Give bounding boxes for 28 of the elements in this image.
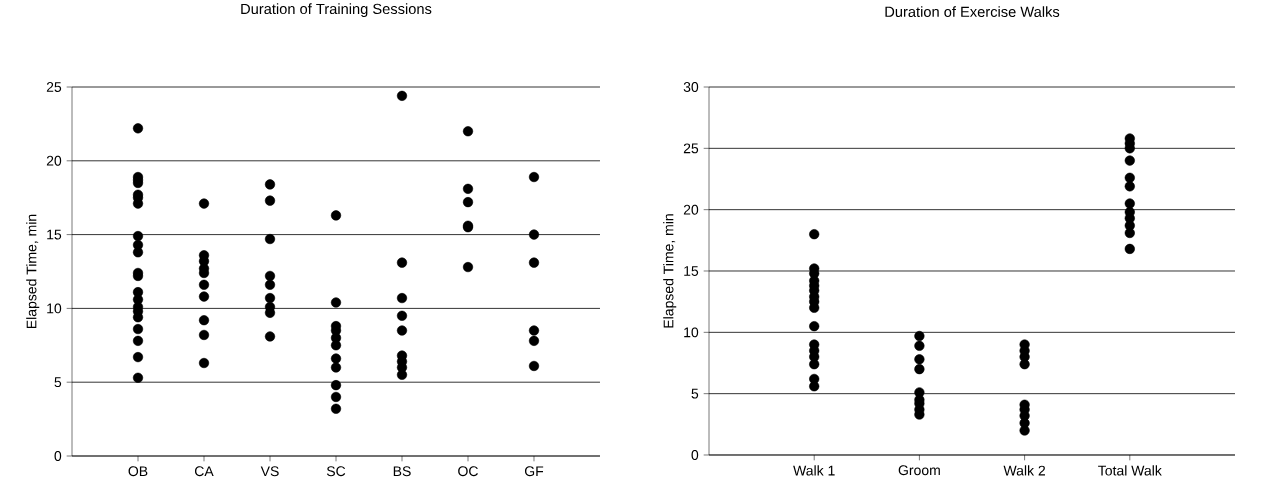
y-tick-label: 0 [691, 450, 699, 460]
y-tick-label: 5 [54, 377, 62, 388]
y-tick-label: 30 [683, 82, 699, 92]
y-axis-title: Elapsed Time, min [26, 214, 40, 329]
y-axis-title: Elapsed Time, min [663, 214, 677, 328]
y-tick-label: 0 [54, 451, 62, 461]
x-tick-label: Groom [898, 465, 940, 476]
y-tick-label: 25 [683, 143, 699, 154]
x-tick-label: Total Walk [1098, 465, 1162, 476]
x-tick-label: SC [326, 466, 346, 477]
x-tick-label: GF [524, 466, 544, 477]
x-tick-label: BS [393, 466, 411, 477]
chart-title: Duration of Training Sessions [241, 3, 432, 17]
x-tick-label: Walk 2 [1003, 465, 1045, 476]
x-tick-label: OB [128, 466, 148, 477]
y-tick-label: 5 [691, 388, 699, 399]
y-tick-label: 20 [46, 155, 62, 166]
y-tick-label: 10 [47, 303, 62, 314]
y-tick-label: 15 [47, 229, 62, 240]
y-tick-label: 15 [684, 266, 699, 276]
chart-title: Duration of Exercise Walks [885, 6, 1060, 17]
x-tick-label: OC [458, 466, 478, 477]
y-tick-label: 20 [683, 204, 699, 215]
x-tick-label: VS [260, 466, 279, 477]
y-tick-label: 25 [46, 82, 62, 92]
y-tick-label: 10 [684, 327, 699, 338]
x-tick-label: Walk 1 [793, 465, 835, 476]
x-tick-label: CA [194, 466, 214, 477]
